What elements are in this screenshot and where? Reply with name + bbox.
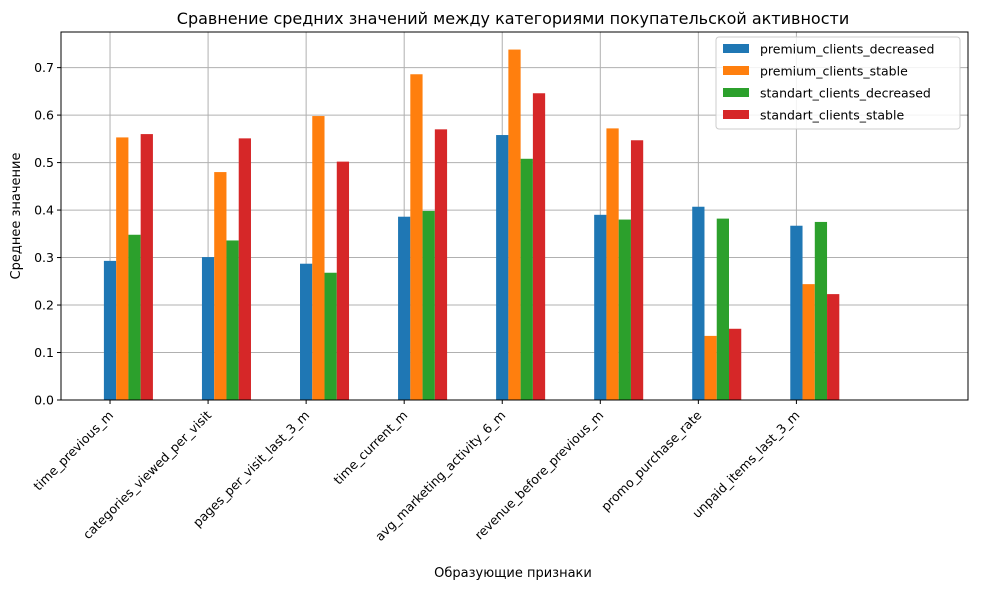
x-tick-label: promo_purchase_rate: [598, 407, 705, 514]
bar-standart_clients_stable-categories_viewed_per_visit: [238, 138, 251, 400]
bar-premium_clients_decreased-revenue_before_previous_m: [594, 214, 607, 400]
bar-standart_clients_stable-pages_per_visit_last_3_m: [336, 161, 350, 400]
x-tick-label: pages_per_visit_last_3_m: [190, 408, 312, 530]
bar-premium_clients_decreased-pages_per_visit_last_3_m: [300, 263, 313, 400]
chart-title: Сравнение средних значений между категор…: [177, 9, 849, 28]
x-tick-label: time_previous_m: [30, 408, 116, 494]
bar-standart_clients_decreased-revenue_before_previous_m: [618, 219, 631, 400]
legend-swatch: [723, 88, 749, 97]
x-axis-ticks: time_previous_mcategories_viewed_per_vis…: [30, 400, 803, 544]
y-axis-label: Среднее значение: [9, 153, 24, 280]
bar-premium_clients_decreased-categories_viewed_per_visit: [201, 257, 215, 400]
legend-box: [715, 36, 961, 130]
bar-standart_clients_decreased-pages_per_visit_last_3_m: [324, 272, 337, 400]
bar-standart_clients_decreased-promo_purchase_rate: [716, 218, 729, 400]
y-axis-ticks: 0.0 0.1 0.2 0.3 0.4 0.5 0.6 0.7: [34, 60, 61, 408]
bar-premium_clients_stable-time_previous_m: [116, 137, 129, 401]
plot-frame: [60, 31, 969, 401]
bar-premium_clients_stable-promo_purchase_rate: [704, 335, 717, 400]
x-axis-label: Образующие признаки: [434, 566, 592, 581]
bars: [103, 49, 840, 401]
bar-premium_clients_stable-revenue_before_previous_m: [606, 128, 619, 400]
y-tick-label: 0.4: [34, 203, 54, 218]
bar-standart_clients_stable-promo_purchase_rate: [728, 328, 742, 400]
legend-swatch: [723, 66, 749, 75]
bar-standart_clients_stable-revenue_before_previous_m: [630, 140, 644, 400]
bar-premium_clients_decreased-time_previous_m: [103, 260, 117, 400]
legend-label: standart_clients_decreased: [760, 86, 931, 101]
y-tick-label: 0.5: [34, 155, 54, 170]
x-tick-label: time_current_m: [330, 408, 410, 488]
y-tick-label: 0.3: [34, 250, 54, 265]
bar-standart_clients_decreased-time_current_m: [422, 211, 435, 400]
y-tick-label: 0.6: [34, 108, 54, 123]
bar-premium_clients_stable-pages_per_visit_last_3_m: [312, 116, 325, 401]
bar-standart_clients_decreased-categories_viewed_per_visit: [226, 240, 239, 400]
bar-standart_clients_decreased-avg_marketing_activity_6_m: [520, 158, 533, 400]
legend: premium_clients_decreased premium_clients…: [715, 36, 961, 130]
bar-standart_clients_stable-time_previous_m: [140, 134, 153, 400]
legend-swatch: [723, 110, 749, 119]
y-tick-label: 0.0: [34, 393, 54, 408]
legend-label: premium_clients_stable: [760, 64, 908, 79]
bar-premium_clients_stable-avg_marketing_activity_6_m: [508, 49, 521, 400]
y-tick-label: 0.7: [34, 60, 54, 75]
bar-standart_clients_stable-time_current_m: [434, 129, 448, 401]
bar-premium_clients_decreased-promo_purchase_rate: [692, 206, 705, 400]
bar-standart_clients_decreased-unpaid_items_last_3_m: [814, 221, 828, 400]
bar-standart_clients_stable-avg_marketing_activity_6_m: [532, 93, 546, 400]
bar-premium_clients_decreased-time_current_m: [398, 216, 411, 400]
bar-standart_clients_stable-unpaid_items_last_3_m: [827, 294, 840, 400]
y-tick-label: 0.2: [34, 298, 54, 313]
bar-premium_clients_decreased-unpaid_items_last_3_m: [790, 225, 803, 400]
bar-standart_clients_decreased-time_previous_m: [128, 234, 141, 400]
legend-label: premium_clients_decreased: [760, 42, 934, 57]
x-tick-label: unpaid_items_last_3_m: [689, 408, 802, 521]
legend-label: standart_clients_stable: [760, 108, 904, 123]
y-tick-label: 0.1: [34, 345, 54, 360]
bar-premium_clients_stable-categories_viewed_per_visit: [214, 172, 227, 400]
legend-swatch: [723, 44, 749, 53]
bar-premium_clients_stable-time_current_m: [410, 74, 423, 400]
bar-premium_clients_stable-unpaid_items_last_3_m: [802, 284, 815, 400]
bar-premium_clients_decreased-avg_marketing_activity_6_m: [496, 135, 509, 401]
